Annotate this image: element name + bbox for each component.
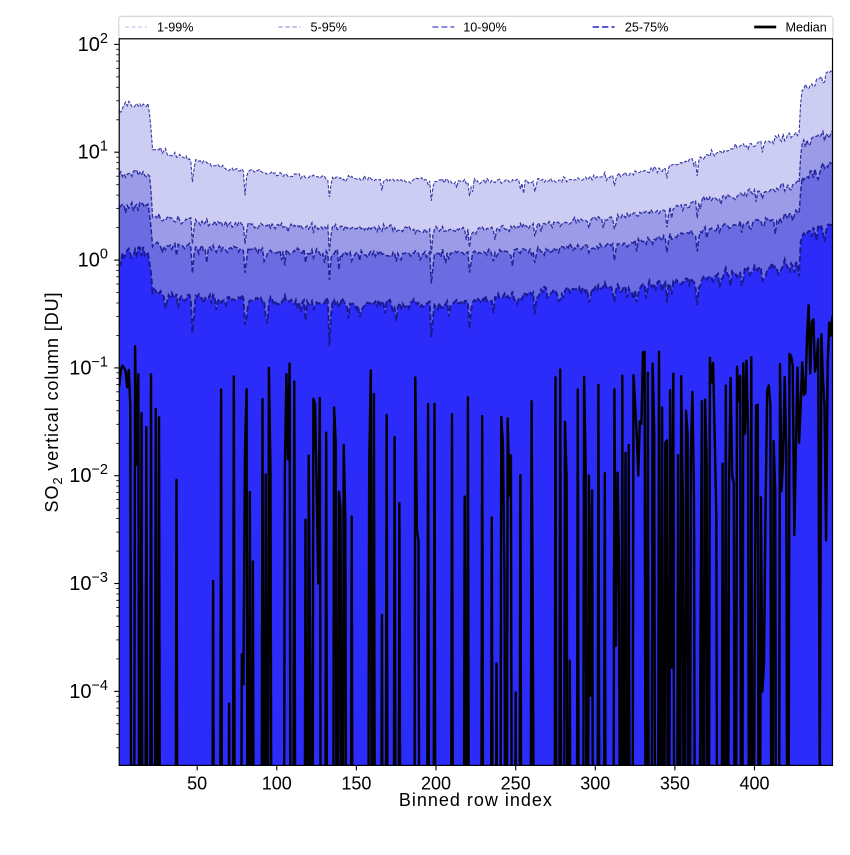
svg-text:100: 100 [262, 773, 292, 793]
svg-text:Binned row index: Binned row index [399, 790, 553, 810]
svg-text:5-95%: 5-95% [311, 21, 347, 35]
svg-text:Median: Median [786, 21, 827, 35]
svg-text:50: 50 [187, 773, 207, 793]
svg-text:300: 300 [580, 773, 610, 793]
svg-text:SO2 vertical column [DU]: SO2 vertical column [DU] [42, 292, 65, 513]
svg-text:200: 200 [421, 773, 451, 793]
svg-text:25-75%: 25-75% [625, 21, 668, 35]
svg-text:10-90%: 10-90% [463, 21, 506, 35]
svg-text:400: 400 [739, 773, 769, 793]
svg-text:1-99%: 1-99% [157, 21, 193, 35]
svg-text:10−3: 10−3 [69, 570, 108, 595]
svg-text:350: 350 [660, 773, 690, 793]
svg-text:250: 250 [501, 773, 531, 793]
svg-text:150: 150 [341, 773, 371, 793]
